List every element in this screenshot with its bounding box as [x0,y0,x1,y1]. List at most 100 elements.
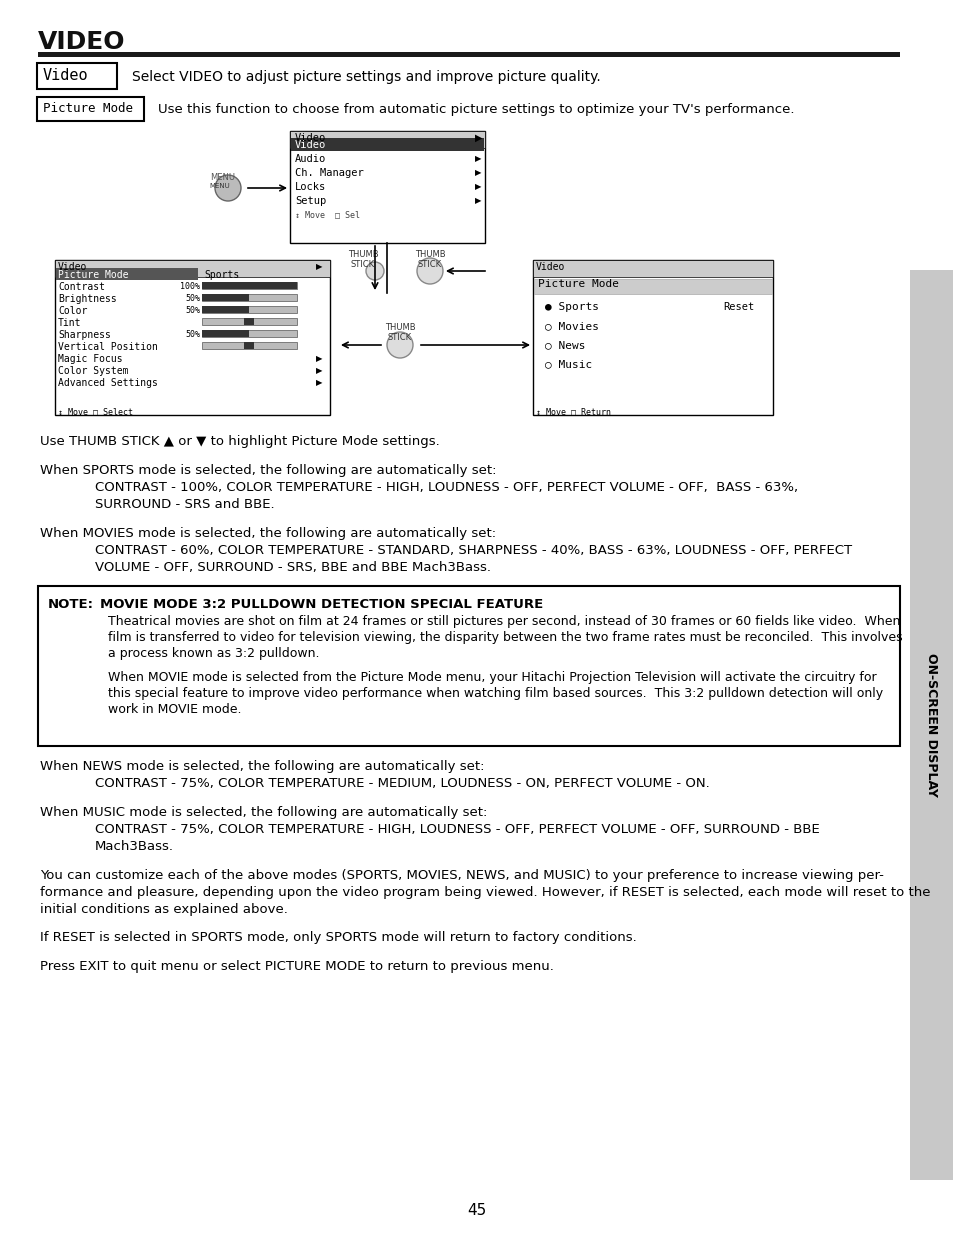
Text: Use this function to choose from automatic picture settings to optimize your TV': Use this function to choose from automat… [158,103,794,116]
Text: NOTE:: NOTE: [48,598,94,611]
Bar [38,52,899,57]
Circle shape [416,258,442,284]
Bar [533,261,772,415]
Text: 45: 45 [467,1203,486,1218]
Text: Picture Mode: Picture Mode [537,279,618,289]
Text: ○ Movies: ○ Movies [544,321,598,331]
Text: ON-SCREEN DISPLAY: ON-SCREEN DISPLAY [924,653,938,797]
Text: ↕ Move □ Return: ↕ Move □ Return [536,408,610,416]
Text: ↕ Move  □ Sel: ↕ Move □ Sel [294,210,359,219]
Text: 100%: 100% [180,282,200,291]
Text: Reset: Reset [722,303,754,312]
Text: CONTRAST - 75%, COLOR TEMPERATURE - MEDIUM, LOUDNESS - ON, PERFECT VOLUME - ON.: CONTRAST - 75%, COLOR TEMPERATURE - MEDI… [95,777,709,790]
Text: When MOVIE mode is selected from the Picture Mode menu, your Hitachi Projection : When MOVIE mode is selected from the Pic… [108,671,876,684]
Text: ▶: ▶ [475,133,482,143]
Text: Select VIDEO to adjust picture settings and improve picture quality.: Select VIDEO to adjust picture settings … [132,70,600,84]
Text: ▶: ▶ [475,168,481,177]
Bar [55,261,330,277]
Text: ○ Music: ○ Music [544,359,592,369]
Text: ○ News: ○ News [544,340,585,350]
Text: film is transferred to video for television viewing, the disparity between the t: film is transferred to video for televis… [108,631,902,643]
Text: Use THUMB STICK ▲ or ▼ to highlight Picture Mode settings.: Use THUMB STICK ▲ or ▼ to highlight Pict… [40,435,439,448]
Text: ↕ Move □ Select: ↕ Move □ Select [58,408,132,416]
Text: Picture Mode: Picture Mode [58,270,129,280]
Bar [202,317,296,325]
Text: Picture Mode: Picture Mode [43,103,132,115]
Text: ▶: ▶ [315,378,322,387]
Bar [290,131,484,243]
Circle shape [366,262,384,280]
Text: When MUSIC mode is selected, the following are automatically set:: When MUSIC mode is selected, the followi… [40,805,487,819]
Text: Video: Video [294,133,326,143]
Bar [202,342,296,350]
FancyBboxPatch shape [37,98,144,121]
Text: Contrast: Contrast [58,282,105,291]
Bar [202,330,249,337]
Text: Ch. Manager: Ch. Manager [294,168,363,178]
Bar [534,279,771,294]
Bar [290,131,484,148]
Bar [38,585,899,746]
Text: Setup: Setup [294,196,326,206]
Text: Advanced Settings: Advanced Settings [58,378,157,388]
Text: Locks: Locks [294,182,326,191]
Text: Sharpness: Sharpness [58,330,111,340]
Text: SURROUND - SRS and BBE.: SURROUND - SRS and BBE. [95,498,274,511]
Text: MOVIE MODE 3:2 PULLDOWN DETECTION SPECIAL FEATURE: MOVIE MODE 3:2 PULLDOWN DETECTION SPECIA… [100,598,542,611]
Circle shape [214,175,241,201]
Text: When MOVIES mode is selected, the following are automatically set:: When MOVIES mode is selected, the follow… [40,527,496,540]
Text: When SPORTS mode is selected, the following are automatically set:: When SPORTS mode is selected, the follow… [40,464,496,477]
Text: 50%: 50% [185,294,200,303]
Text: Vertical Position: Vertical Position [58,342,157,352]
Text: this special feature to improve video performance when watching film based sourc: this special feature to improve video pe… [108,687,882,700]
Bar [202,294,249,301]
Text: If RESET is selected in SPORTS mode, only SPORTS mode will return to factory con: If RESET is selected in SPORTS mode, onl… [40,931,636,945]
Bar [291,138,483,151]
Text: CONTRAST - 75%, COLOR TEMPERATURE - HIGH, LOUDNESS - OFF, PERFECT VOLUME - OFF, : CONTRAST - 75%, COLOR TEMPERATURE - HIGH… [95,823,819,836]
Bar [202,294,296,301]
FancyBboxPatch shape [37,63,117,89]
Text: Video: Video [536,262,565,272]
Text: CONTRAST - 100%, COLOR TEMPERATURE - HIGH, LOUDNESS - OFF, PERFECT VOLUME - OFF,: CONTRAST - 100%, COLOR TEMPERATURE - HIG… [95,480,798,494]
Text: Color System: Color System [58,366,129,375]
Circle shape [387,332,413,358]
Bar [202,282,296,289]
Bar [56,268,198,280]
Text: work in MOVIE mode.: work in MOVIE mode. [108,703,241,716]
Text: Press EXIT to quit menu or select PICTURE MODE to return to previous menu.: Press EXIT to quit menu or select PICTUR… [40,961,554,973]
Text: THUMB
STICK: THUMB STICK [415,249,445,269]
Bar [909,270,953,1179]
Text: Tint: Tint [58,317,81,329]
Text: When NEWS mode is selected, the following are automatically set:: When NEWS mode is selected, the followin… [40,760,484,773]
Text: Video: Video [43,68,89,83]
Text: ▶: ▶ [475,196,481,205]
Bar [202,306,249,312]
Text: Brightness: Brightness [58,294,116,304]
Text: Magic Focus: Magic Focus [58,354,123,364]
Text: Color: Color [58,306,88,316]
Text: CONTRAST - 60%, COLOR TEMPERATURE - STANDARD, SHARPNESS - 40%, BASS - 63%, LOUDN: CONTRAST - 60%, COLOR TEMPERATURE - STAN… [95,543,851,557]
Text: VOLUME - OFF, SURROUND - SRS, BBE and BBE Mach3Bass.: VOLUME - OFF, SURROUND - SRS, BBE and BB… [95,561,491,574]
Text: ▶: ▶ [315,262,322,270]
Text: MENU: MENU [210,183,230,189]
Text: Audio: Audio [294,154,326,164]
Text: ● Sports: ● Sports [544,303,598,312]
Text: Video: Video [294,140,326,149]
Text: 50%: 50% [185,330,200,338]
Bar [202,282,296,289]
Bar [533,261,772,277]
Text: ▶: ▶ [315,366,322,375]
Bar [202,306,296,312]
Text: ▶: ▶ [475,182,481,191]
Text: Theatrical movies are shot on film at 24 frames or still pictures per second, in: Theatrical movies are shot on film at 24… [108,615,900,627]
Text: formance and pleasure, depending upon the video program being viewed. However, i: formance and pleasure, depending upon th… [40,885,929,899]
Text: Sports: Sports [204,270,239,280]
Text: VIDEO: VIDEO [38,30,126,54]
Text: THUMB
STICK: THUMB STICK [347,249,378,269]
Text: You can customize each of the above modes (SPORTS, MOVIES, NEWS, and MUSIC) to y: You can customize each of the above mode… [40,868,882,882]
Text: ▶: ▶ [475,154,481,163]
Bar [244,342,253,350]
Text: initial conditions as explained above.: initial conditions as explained above. [40,903,288,915]
Text: ▶: ▶ [315,354,322,363]
Text: MENU: MENU [210,173,234,182]
